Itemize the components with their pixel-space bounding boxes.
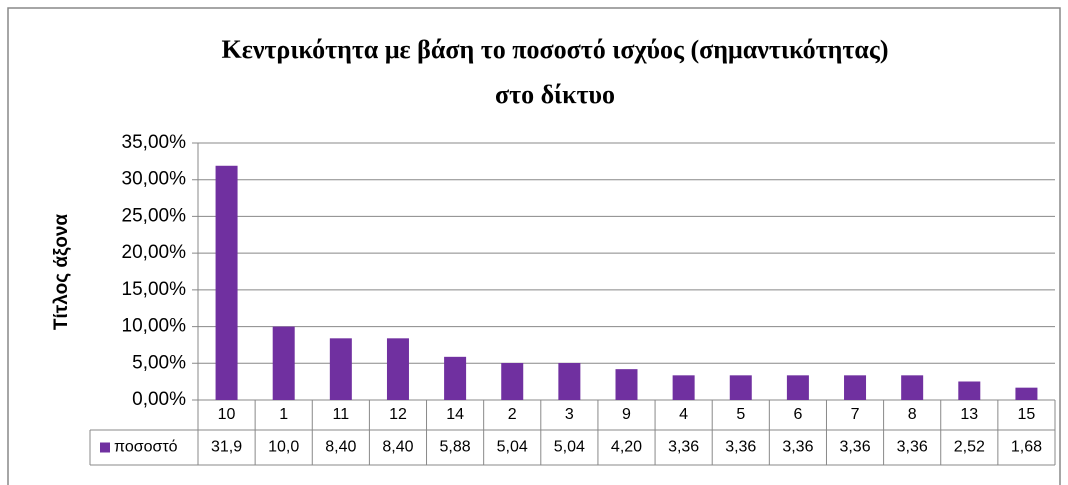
x-tick-label: 15 — [1018, 406, 1036, 423]
chart-frame — [7, 7, 1061, 485]
bar — [786, 375, 809, 400]
data-table-value: 10,0 — [268, 439, 299, 456]
data-table-value: 3,36 — [782, 439, 813, 456]
data-table-value: 31,9 — [211, 439, 242, 456]
data-table-value: 5,04 — [497, 439, 528, 456]
x-tick-label: 9 — [622, 406, 631, 423]
bar — [1015, 387, 1038, 400]
y-tick-label: 15,00% — [122, 279, 187, 300]
bar — [901, 375, 924, 400]
y-tick-label: 25,00% — [122, 205, 187, 226]
chart-title: Κεντρικότητα με βάση το ποσοστό ισχύος (… — [221, 35, 888, 64]
x-tick-label: 13 — [960, 406, 978, 423]
x-tick-label: 2 — [508, 406, 517, 423]
data-table-value: 3,36 — [668, 439, 699, 456]
bar — [501, 362, 524, 400]
legend-swatch — [100, 442, 110, 453]
x-tick-label: 8 — [908, 406, 917, 423]
data-table-value: 2,52 — [954, 439, 985, 456]
x-tick-label: 1 — [279, 406, 288, 423]
bar — [729, 375, 752, 400]
y-tick-label: 20,00% — [122, 242, 187, 263]
bar — [272, 326, 295, 400]
bar — [329, 338, 352, 400]
data-table-value: 3,36 — [725, 439, 756, 456]
bar — [444, 356, 467, 400]
bar — [672, 375, 695, 400]
x-tick-label: 5 — [736, 406, 745, 423]
data-table-value: 4,20 — [611, 439, 642, 456]
x-tick-label: 10 — [218, 406, 236, 423]
x-tick-label: 4 — [679, 406, 688, 423]
data-table-value: 1,68 — [1011, 439, 1042, 456]
x-tick-label: 14 — [446, 406, 464, 423]
bar — [958, 381, 981, 400]
bar — [615, 369, 638, 400]
bar — [844, 375, 867, 400]
legend-label: ποσοστό — [114, 439, 178, 456]
x-tick-label: 11 — [333, 406, 350, 423]
bar — [386, 338, 409, 400]
y-tick-label: 30,00% — [122, 169, 187, 190]
x-tick-label: 3 — [565, 406, 574, 423]
bar — [215, 165, 238, 400]
data-table-value: 3,36 — [839, 439, 870, 456]
data-table-value: 5,88 — [440, 439, 471, 456]
y-tick-label: 5,00% — [132, 352, 186, 373]
chart-title: στο δίκτυο — [495, 80, 615, 109]
y-tick-label: 0,00% — [132, 389, 186, 410]
data-table-value: 8,40 — [382, 439, 413, 456]
x-tick-label: 6 — [793, 406, 802, 423]
data-table-value: 3,36 — [897, 439, 928, 456]
x-tick-label: 12 — [389, 406, 407, 423]
bar — [558, 362, 581, 400]
y-tick-label: 35,00% — [122, 132, 187, 153]
y-tick-label: 10,00% — [122, 316, 187, 337]
y-axis-title: Τίτλος άξονα — [51, 214, 72, 331]
data-table-value: 8,40 — [325, 439, 356, 456]
data-table-value: 5,04 — [554, 439, 585, 456]
x-tick-label: 7 — [851, 406, 860, 423]
